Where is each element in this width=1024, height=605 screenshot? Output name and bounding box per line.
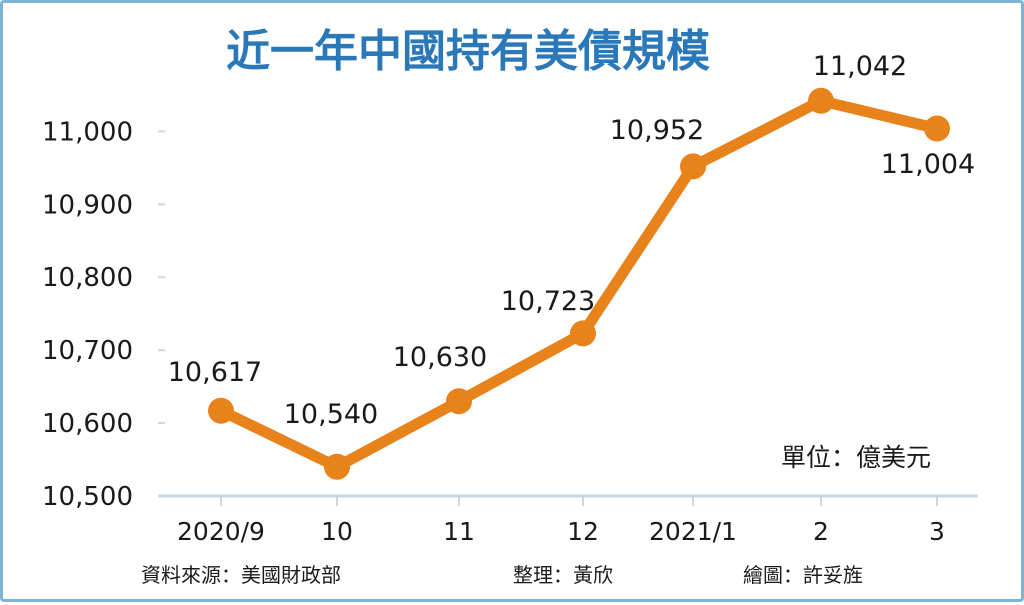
source-note: 資料來源：美國財政部	[141, 563, 341, 587]
data-point	[324, 453, 350, 480]
x-tick-label: 12	[567, 517, 599, 546]
x-axis: 2020/9 10 11 12 2021/1 2 3	[158, 494, 978, 546]
data-label: 11,004	[881, 149, 975, 180]
x-tick-label: 2020/9	[177, 517, 265, 546]
y-tick-label: 10,800	[42, 263, 133, 293]
data-label: 10,723	[501, 286, 595, 317]
data-point	[924, 115, 950, 142]
data-label: 11,042	[813, 51, 907, 82]
data-point	[680, 153, 706, 180]
data-point	[570, 320, 596, 347]
data-label: 10,952	[610, 115, 704, 146]
x-tick-label: 11	[443, 517, 475, 546]
data-point	[808, 87, 834, 114]
unit-note: 單位：億美元	[781, 443, 931, 472]
series-line	[208, 87, 950, 480]
editor-note: 整理：黃欣	[513, 563, 613, 587]
x-tick-label: 3	[929, 517, 945, 546]
y-tick-label: 10,900	[42, 190, 133, 220]
y-tick-label: 10,600	[42, 409, 133, 439]
data-point	[446, 388, 472, 415]
data-label: 10,617	[168, 357, 262, 388]
x-tick-label: 2	[813, 517, 829, 546]
chart-title: 近一年中國持有美債規模	[226, 26, 710, 77]
y-tick-label: 11,000	[42, 117, 133, 147]
x-tick-label: 2021/1	[649, 517, 737, 546]
x-tick-label: 10	[321, 517, 353, 546]
data-point	[208, 397, 234, 424]
data-label: 10,540	[284, 399, 378, 430]
y-tick-label: 10,700	[42, 336, 133, 366]
y-tick-label: 10,500	[42, 482, 133, 512]
data-labels: 10,617 10,540 10,630 10,723 10,952 11,042 11,0…	[168, 51, 975, 430]
artist-note: 繪圖：許妥旌	[743, 563, 863, 587]
line-chart: 近一年中國持有美債規模 單位：億美元 11,000 10,900 10,800 10,…	[42, 26, 978, 587]
y-axis: 11,000 10,900 10,800 10,700 10,600 10,500	[42, 117, 165, 512]
data-label: 10,630	[393, 342, 487, 373]
